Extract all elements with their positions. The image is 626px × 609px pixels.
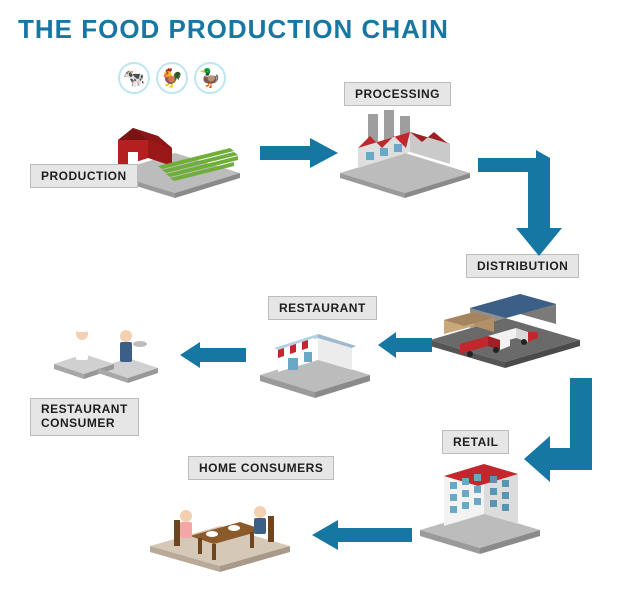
stage-processing xyxy=(340,108,470,198)
label-restaurant: RESTAURANT xyxy=(268,296,377,320)
arrow-distribution-retail xyxy=(520,378,600,508)
chicken-icon: 🐓 xyxy=(156,62,188,94)
label-production: PRODUCTION xyxy=(30,164,138,188)
label-retail: RETAIL xyxy=(442,430,509,454)
arrow-processing-distribution xyxy=(478,150,568,258)
page-title: THE FOOD PRODUCTION CHAIN xyxy=(18,14,449,45)
duck-icon: 🦆 xyxy=(194,62,226,94)
cow-icon: 🐄 xyxy=(118,62,150,94)
label-processing: PROCESSING xyxy=(344,82,451,106)
arrow-retail-home xyxy=(312,520,412,550)
stage-distribution xyxy=(430,280,580,370)
stage-restaurant-consumer xyxy=(54,316,164,386)
arrow-production-processing xyxy=(260,138,340,168)
label-home-consumers: HOME CONSUMERS xyxy=(188,456,334,480)
stage-restaurant xyxy=(260,320,370,400)
stage-home-consumers xyxy=(150,486,290,576)
arrow-distribution-restaurant xyxy=(378,332,432,358)
label-restaurant-consumer: RESTAURANTCONSUMER xyxy=(30,398,139,436)
arrow-restaurant-consumer xyxy=(180,342,246,368)
